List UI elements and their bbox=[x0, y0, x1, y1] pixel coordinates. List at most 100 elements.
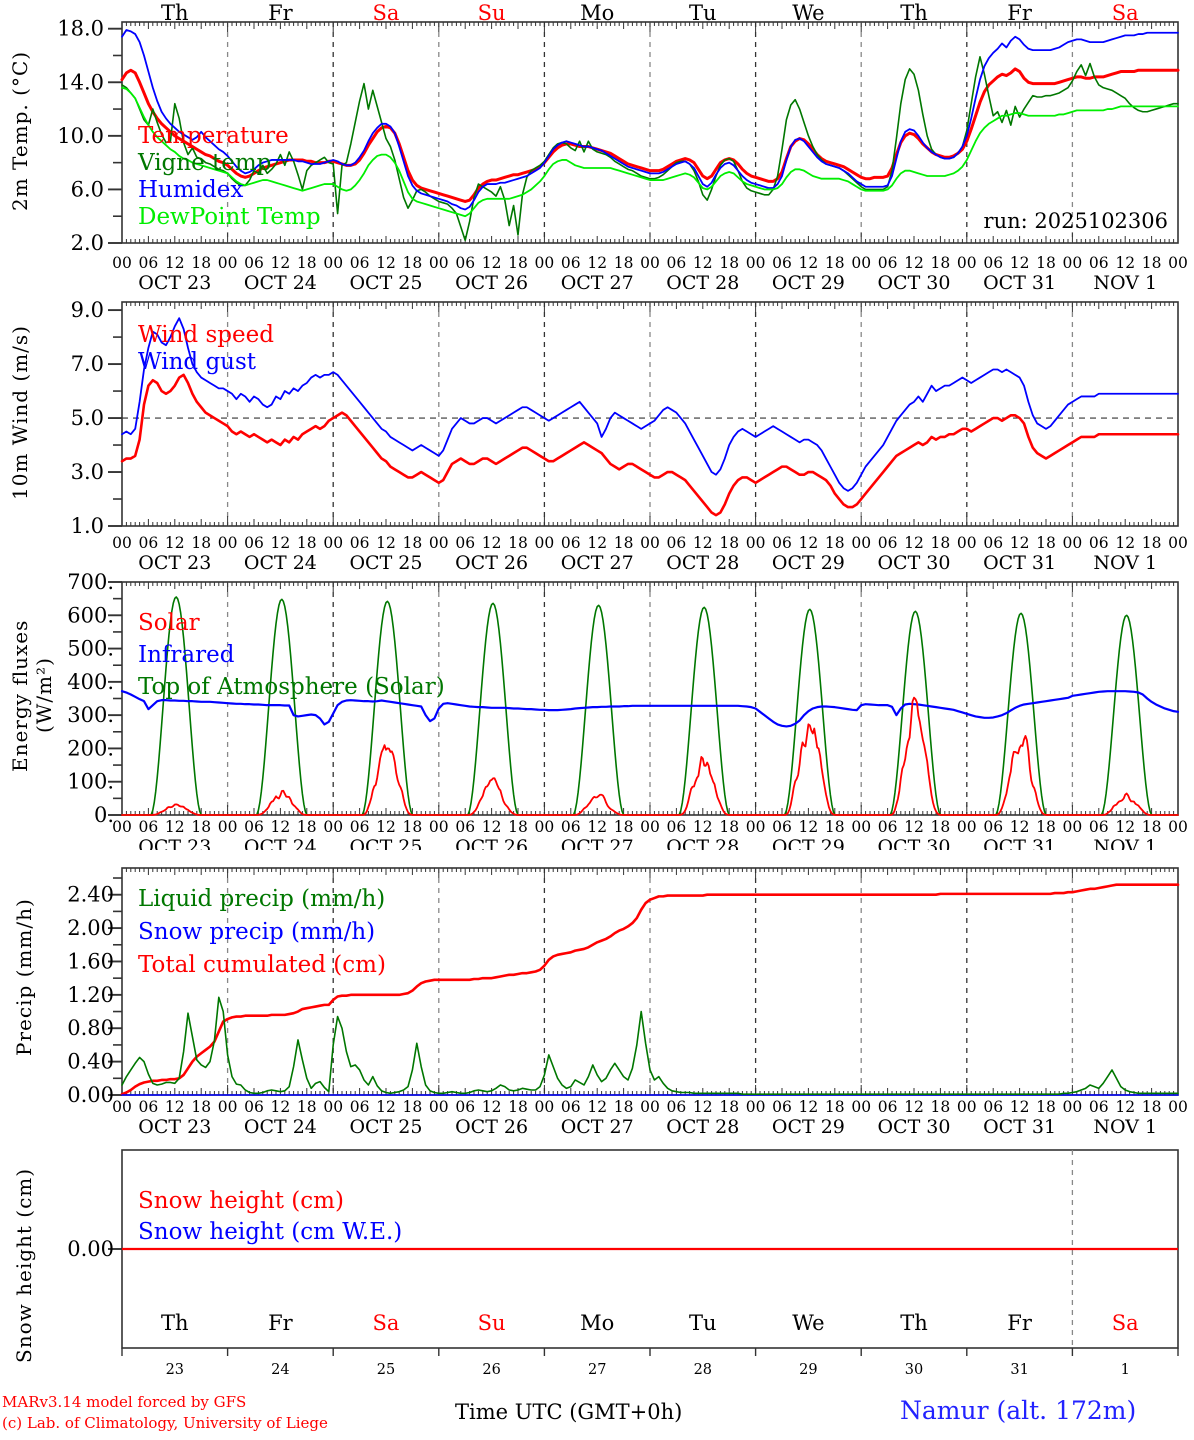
x-date-label: OCT 25 bbox=[349, 1116, 422, 1138]
day-name-label: Su bbox=[478, 1, 506, 25]
legend-label: Solar bbox=[138, 610, 200, 636]
x-hour-label: 12 bbox=[1010, 1098, 1030, 1116]
series-wind-gust bbox=[121, 317, 1179, 492]
series-vigne-temp bbox=[121, 56, 1179, 242]
x-hour-label: 00 bbox=[640, 254, 660, 272]
x-hour-label: 06 bbox=[772, 1098, 792, 1116]
x-date-label: NOV 1 bbox=[1093, 272, 1157, 290]
y-tick-label: 0.40 bbox=[67, 1050, 114, 1074]
x-hour-label: 00 bbox=[957, 254, 977, 272]
y-tick-label: 2.40 bbox=[67, 883, 114, 907]
x-hour-label: 00 bbox=[535, 254, 555, 272]
y-tick-label: 0.00 bbox=[67, 1237, 114, 1261]
x-hour-label: 18 bbox=[614, 1098, 634, 1116]
x-date-label: OCT 23 bbox=[138, 272, 211, 290]
x-hour-label: 06 bbox=[561, 534, 581, 552]
plot-temperature: Th Fr Sa Su Mo Tu We Th Fr Sa 2.0 6.0 10.0 14.0 18.0 Te… bbox=[57, 1, 1188, 290]
day-name-label: Fr bbox=[268, 1311, 294, 1335]
y-tick-label: 0.80 bbox=[67, 1016, 114, 1040]
y-tick-label: 7.0 bbox=[71, 352, 104, 376]
x-date-label: OCT 24 bbox=[244, 552, 317, 570]
x-hour-label: 00 bbox=[1063, 818, 1083, 836]
y-tick-label: 18.0 bbox=[57, 17, 104, 41]
series-dewpoint-temp bbox=[121, 86, 1179, 218]
x-date-label: NOV 1 bbox=[1093, 1116, 1157, 1138]
day-name-label: Mo bbox=[580, 1311, 614, 1335]
x-hour-label: 18 bbox=[825, 818, 845, 836]
x-hour-label: 00 bbox=[851, 818, 871, 836]
x-hour-label: 00 bbox=[112, 534, 132, 552]
y-tick-label: 3.0 bbox=[71, 460, 104, 484]
legend-label: DewPoint Temp bbox=[138, 204, 321, 230]
x-hour-label: 18 bbox=[191, 534, 211, 552]
x-hour-label: 12 bbox=[482, 254, 502, 272]
day-name-label: Su bbox=[478, 1311, 506, 1335]
x-hour-label: 12 bbox=[1115, 254, 1135, 272]
x-hour-label: 00 bbox=[218, 818, 238, 836]
x-hour-label: 06 bbox=[983, 1098, 1003, 1116]
legend-label: Wind speed bbox=[138, 322, 274, 348]
x-hour-label: 12 bbox=[165, 254, 185, 272]
x-hour-label: 18 bbox=[508, 1098, 528, 1116]
x-date-label: OCT 23 bbox=[138, 552, 211, 570]
x-hour-label: 18 bbox=[825, 254, 845, 272]
x-date-label: OCT 24 bbox=[244, 272, 317, 290]
x-date-label: OCT 24 bbox=[244, 836, 317, 850]
x-hour-label: 06 bbox=[350, 254, 370, 272]
x-day-number-label: 23 bbox=[166, 1362, 184, 1378]
x-hour-label: 00 bbox=[112, 1098, 132, 1116]
x-hour-label: 00 bbox=[429, 534, 449, 552]
x-date-label: OCT 30 bbox=[877, 272, 950, 290]
x-day-number-label: 30 bbox=[905, 1362, 923, 1378]
legend-label: Humidex bbox=[138, 177, 243, 203]
x-hour-label: 12 bbox=[165, 1098, 185, 1116]
x-hour-label: 00 bbox=[640, 1098, 660, 1116]
x-hour-label: 18 bbox=[1036, 534, 1056, 552]
y-tick-label: 9.0 bbox=[71, 298, 104, 322]
x-hour-label: 06 bbox=[878, 1098, 898, 1116]
x-hour-label: 06 bbox=[455, 534, 475, 552]
x-hour-label: 06 bbox=[350, 534, 370, 552]
x-hour-label: 00 bbox=[535, 534, 555, 552]
x-hour-label: 18 bbox=[1142, 1098, 1162, 1116]
series-liquid-precip bbox=[121, 996, 1179, 1095]
x-date-label: OCT 25 bbox=[349, 272, 422, 290]
x-date-label: NOV 1 bbox=[1093, 836, 1157, 850]
y-tick-label: 0.00 bbox=[67, 1083, 114, 1107]
plot-energy-fluxes: 0. 100. 200. 300. 400. 500. 600. 700. Solar Infra… bbox=[67, 570, 1188, 850]
x-hour-label: 12 bbox=[376, 534, 396, 552]
x-hour-label: 18 bbox=[614, 818, 634, 836]
day-name-label: Fr bbox=[1007, 1311, 1033, 1335]
x-hour-label: 12 bbox=[376, 1098, 396, 1116]
x-hour-label: 12 bbox=[587, 254, 607, 272]
x-hour-label: 18 bbox=[508, 534, 528, 552]
x-hour-label: 00 bbox=[323, 1098, 343, 1116]
panel-energy-fluxes: Energy fluxes (W/m²) 0. 100. 200. 300. 400. 5… bbox=[0, 570, 1194, 850]
x-hour-label: 06 bbox=[244, 1098, 264, 1116]
x-hour-label: 12 bbox=[1010, 818, 1030, 836]
x-hour-label: 00 bbox=[429, 1098, 449, 1116]
x-hour-label: 06 bbox=[244, 534, 264, 552]
x-hour-label: 12 bbox=[165, 534, 185, 552]
legend-label: Vigne temp bbox=[137, 150, 271, 176]
x-hour-label: 12 bbox=[904, 818, 924, 836]
x-date-label: OCT 26 bbox=[455, 552, 528, 570]
x-hour-label: 12 bbox=[376, 818, 396, 836]
x-date-label: OCT 23 bbox=[138, 1116, 211, 1138]
x-hour-label: 00 bbox=[1168, 1098, 1188, 1116]
x-day-number-label: 24 bbox=[271, 1362, 289, 1378]
model-credit-line-1: MARv3.14 model forced by GFS bbox=[2, 1393, 247, 1411]
x-hour-label: 12 bbox=[904, 254, 924, 272]
x-hour-label: 18 bbox=[297, 818, 317, 836]
x-hour-label: 00 bbox=[323, 254, 343, 272]
panel-wind: 10m Wind (m/s) 1.0 3.0 5.0 7.0 9.0 Wind speed… bbox=[0, 290, 1194, 570]
x-hour-label: 06 bbox=[878, 534, 898, 552]
x-hour-label: 12 bbox=[1115, 1098, 1135, 1116]
x-hour-label: 12 bbox=[376, 254, 396, 272]
run-annotation: run: 2025102306 bbox=[984, 209, 1168, 233]
legend-label: Infrared bbox=[138, 642, 235, 668]
x-hour-label: 12 bbox=[482, 1098, 502, 1116]
x-hour-label: 18 bbox=[1036, 818, 1056, 836]
plot-snow-height: 0.00 Snow height (cm) Snow height (cm W.E.… bbox=[67, 1149, 1179, 1378]
x-hour-label: 12 bbox=[693, 1098, 713, 1116]
